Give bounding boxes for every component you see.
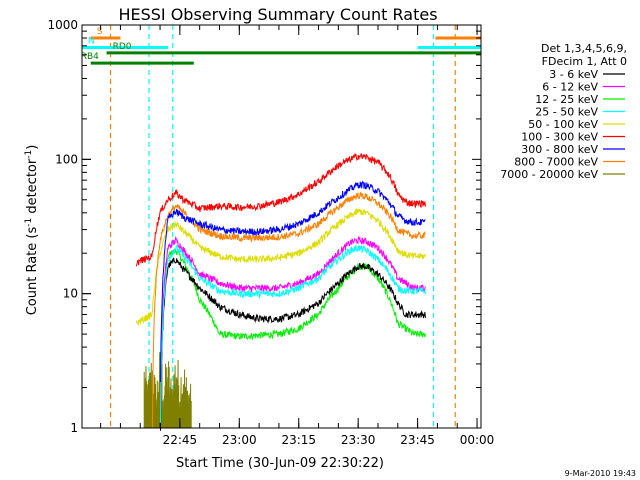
series-12-25-kev-line	[160, 248, 426, 421]
flag-s-label: S	[97, 27, 103, 37]
series-50-100-kev	[135, 207, 426, 326]
series-3-6-kev-line	[160, 257, 426, 431]
legend-6-12-kev: 6 - 12 keV	[542, 81, 625, 94]
legend-25-50-kev: 25 - 50 keV	[535, 106, 625, 119]
axes-layer: 1 10 100 1000 22:45 23:00 23:15 23:30 23:45 00:00	[47, 18, 494, 447]
y-axis-label-sup2: -1	[24, 150, 34, 159]
series-3-6-kev	[160, 257, 426, 431]
flag-rd0: RD0	[106, 42, 481, 55]
legend-header-line2: FDecim 1, Att 0	[542, 55, 627, 68]
series-800-7000-kev-line	[151, 191, 426, 428]
series-100-300-kev	[135, 152, 426, 267]
legend-300-800-kev: 300 - 800 keV	[521, 143, 625, 156]
legend-100-300-kev-label: 100 - 300 keV	[521, 131, 598, 144]
legend-12-25-kev-label: 12 - 25 keV	[535, 93, 598, 106]
flag-rd0-label: RD0	[113, 42, 132, 52]
series-25-50-kev	[160, 244, 426, 423]
legend-3-6-kev-label: 3 - 6 keV	[549, 68, 598, 81]
series-6-12-kev	[160, 235, 426, 411]
legend-6-12-kev-label: 6 - 12 keV	[542, 81, 598, 94]
plot-frame	[81, 24, 482, 429]
y-tick-label-1000: 1000	[47, 18, 78, 32]
x-tick-label-23-15: 23:15	[281, 433, 316, 447]
series-300-800-kev	[160, 180, 426, 383]
x-tick-label-22-45: 22:45	[163, 433, 198, 447]
legend-50-100-kev: 50 - 100 keV	[528, 118, 625, 131]
legend-50-100-kev-label: 50 - 100 keV	[528, 118, 598, 131]
series-50-100-kev-line	[135, 207, 426, 326]
flag-rb4: RB4	[81, 52, 194, 65]
series-100-300-kev-line	[135, 152, 426, 267]
legend-300-800-kev-label: 300 - 800 keV	[521, 143, 598, 156]
y-tick-label-1: 1	[70, 421, 78, 435]
y-axis-label-main: Count Rate (s	[25, 227, 40, 316]
series-12-25-kev	[160, 248, 426, 421]
footer-timestamp: 9-Mar-2010 19:43	[565, 469, 636, 478]
legend-7000-20000-kev-label: 7000 - 20000 keV	[500, 168, 598, 181]
series-6-12-kev-line	[160, 235, 426, 411]
series-25-50-kev-line	[160, 244, 426, 423]
legend-12-25-kev: 12 - 25 keV	[535, 93, 625, 106]
y-axis-label-mid: detector	[25, 158, 40, 218]
flag-n-label: N	[88, 36, 95, 46]
series-7000-20000-kev-line	[143, 352, 192, 429]
legend-25-50-kev-label: 25 - 50 keV	[535, 106, 598, 119]
legend-7000-20000-kev: 7000 - 20000 keV	[500, 168, 625, 181]
series-7000-20000-kev	[143, 352, 192, 429]
series-800-7000-kev	[151, 191, 426, 428]
flag-n: N	[82, 36, 481, 49]
x-tick-label-00-00: 00:00	[460, 433, 495, 447]
y-axis-label: Count Rate (s-1 detector-1)	[24, 145, 40, 316]
series-300-800-kev-line	[160, 180, 426, 383]
y-tick-label-100: 100	[55, 152, 78, 166]
legend-800-7000-kev: 800 - 7000 keV	[514, 156, 625, 169]
x-tick-label-23-30: 23:30	[341, 433, 376, 447]
chart-title: HESSI Observing Summary Count Rates	[118, 5, 437, 24]
flag-rb4-label: RB4	[81, 52, 99, 62]
x-tick-label-23-00: 23:00	[222, 433, 257, 447]
y-axis-label-end: )	[25, 145, 40, 150]
x-axis-label: Start Time (30-Jun-09 22:30:22)	[176, 456, 384, 471]
legend-3-6-kev: 3 - 6 keV	[549, 68, 625, 81]
legend-header-line1: Det 1,3,4,5,6,9,	[541, 42, 627, 55]
series-layer	[135, 152, 426, 431]
legend-100-300-kev: 100 - 300 keV	[521, 131, 625, 144]
y-axis-label-sup1: -1	[24, 218, 34, 227]
y-tick-label-10: 10	[63, 287, 78, 301]
flag-s: S	[90, 27, 481, 40]
legend-800-7000-kev-label: 800 - 7000 keV	[514, 156, 598, 169]
x-tick-label-23-45: 23:45	[400, 433, 435, 447]
flags-layer: SN RD0 RB4	[81, 27, 481, 65]
